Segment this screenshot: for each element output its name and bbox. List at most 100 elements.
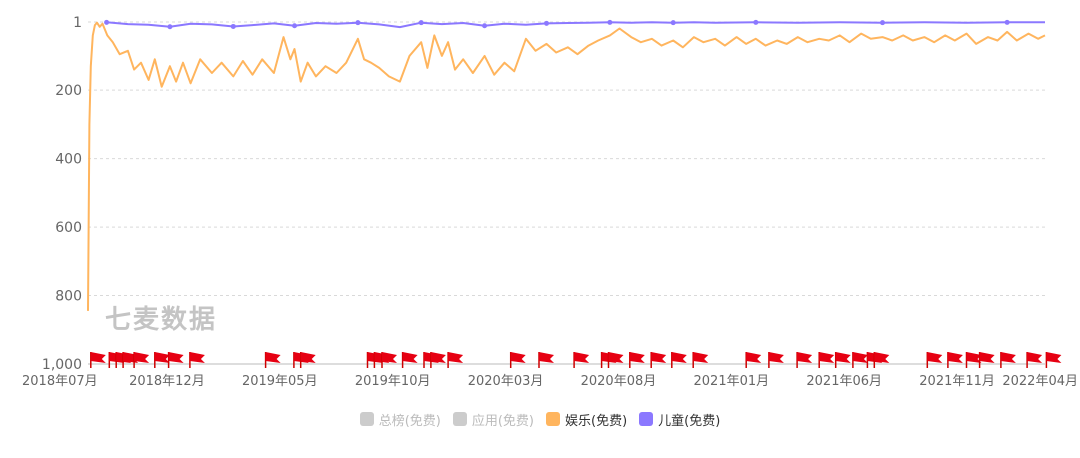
legend-item[interactable]: 总榜(免费) (359, 410, 441, 429)
x-tick-label: 2018年12月 (129, 374, 205, 389)
event-flag (607, 352, 624, 368)
legend-swatch (359, 412, 374, 426)
event-flag (671, 352, 687, 368)
event-flag (154, 352, 170, 368)
event-flag-cloth (852, 352, 868, 363)
event-flag-cloth (966, 352, 982, 363)
series-point (880, 20, 886, 26)
event-flag-cloth (265, 352, 281, 363)
series-point (544, 20, 550, 26)
series-point (104, 19, 110, 25)
event-flag (818, 352, 835, 368)
event-flag-cloth (608, 352, 624, 363)
event-flag (264, 352, 281, 368)
grid-lines (88, 21, 1045, 365)
legend-label: 娱乐(免费) (565, 413, 628, 429)
x-tick-label: 2021年11月 (919, 374, 995, 389)
x-axis: 2018年07月 2018年12月 2019年05月 2019年10月 2020年03月… (22, 374, 1078, 389)
event-flag (299, 352, 316, 368)
event-flag-cloth (134, 352, 150, 363)
legend-item[interactable]: 应用(免费) (452, 410, 534, 429)
series-point (753, 19, 759, 25)
event-flag-cloth (1046, 352, 1062, 363)
event-flag-cloth (819, 352, 835, 363)
event-flag (430, 352, 446, 368)
event-flag-cloth (189, 352, 205, 363)
event-flag-cloth (430, 352, 446, 363)
event-flag-cloth (874, 352, 890, 363)
event-flag (133, 352, 150, 368)
event-flag-cloth (168, 352, 184, 363)
event-flag (947, 352, 963, 368)
event-flag (509, 352, 526, 368)
y-tick-label: 200 (55, 83, 82, 99)
legend-swatch (546, 412, 560, 426)
series-point (230, 23, 236, 29)
event-flag-cloth (574, 352, 590, 363)
event-flag (167, 352, 184, 368)
event-flag-cloth (510, 352, 526, 363)
event-flag-cloth (979, 352, 995, 363)
legend-swatch (452, 412, 467, 426)
event-flag-cloth (947, 352, 963, 363)
x-tick-label: 2018年07月 (22, 374, 98, 389)
legend-label: 应用(免费) (471, 413, 534, 429)
event-flag-cloth (746, 352, 762, 363)
series-point (167, 24, 173, 30)
x-tick-label: 2020年08月 (581, 374, 657, 389)
x-tick-label: 2021年01月 (694, 374, 770, 389)
event-flag (1026, 352, 1043, 368)
event-flag-cloth (629, 352, 645, 363)
x-tick-label: 2019年05月 (242, 374, 318, 389)
event-flag (538, 352, 554, 368)
series-point (355, 20, 361, 26)
series-point (670, 20, 676, 26)
event-flag (796, 352, 813, 368)
event-flag-cloth (768, 352, 784, 363)
event-flag (978, 352, 995, 368)
legend: 总榜(免费) 应用(免费) 娱乐(免费) 儿童(免费) (0, 408, 1080, 430)
y-tick-label: 400 (55, 152, 82, 168)
event-flag (401, 352, 418, 368)
event-flag-cloth (927, 352, 943, 363)
event-flag (629, 352, 645, 368)
legend-item[interactable]: 儿童(免费) (639, 410, 720, 429)
event-flag (873, 352, 890, 368)
legend-label: 儿童(免费) (658, 413, 721, 429)
event-flag (852, 352, 868, 368)
event-flag (381, 352, 397, 368)
event-flag (189, 352, 205, 368)
event-flag-cloth (1027, 352, 1043, 363)
event-flag-cloth (402, 352, 418, 363)
event-flag (768, 352, 784, 368)
event-flag (692, 352, 709, 368)
event-flag (926, 352, 943, 368)
series-point (1004, 19, 1010, 25)
event-flag-cloth (651, 352, 667, 363)
x-tick-label: 2019年10月 (355, 374, 431, 389)
event-flag-cloth (671, 352, 687, 363)
event-flag-cloth (1000, 352, 1016, 363)
event-flag (1000, 352, 1016, 368)
rank-trend-chart: 1 200 400 600 800 1,000 2018年07月 2018年12月 2019年… (22, 15, 1078, 389)
watermark: 七麦数据 (105, 305, 217, 335)
event-flag-cloth (539, 352, 554, 363)
x-tick-label: 2021年06月 (806, 374, 882, 389)
event-flag (1045, 352, 1062, 368)
series-layer (87, 19, 1046, 311)
event-flags (90, 352, 1062, 368)
series-point (292, 23, 298, 29)
event-flag-cloth (154, 352, 170, 363)
event-flag-cloth (797, 352, 813, 363)
legend-item[interactable]: 娱乐(免费) (546, 410, 627, 429)
y-tick-label: 1,000 (42, 357, 82, 373)
event-flag-cloth (835, 352, 851, 363)
series-line (87, 21, 1046, 311)
event-flag-cloth (448, 352, 464, 363)
event-flag-cloth (382, 352, 397, 363)
event-flag-cloth (90, 352, 106, 363)
event-flag (650, 352, 667, 368)
event-flag (573, 352, 590, 368)
event-flag (90, 352, 106, 368)
series-point (482, 23, 488, 29)
